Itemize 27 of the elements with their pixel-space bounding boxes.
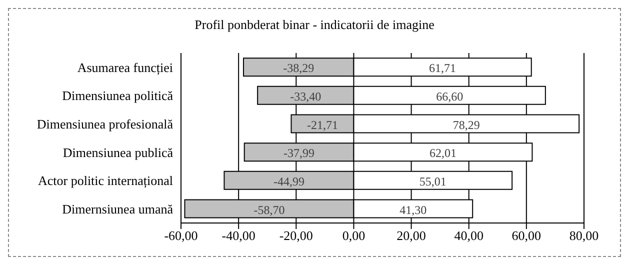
data-label: 41,30 [400,202,427,217]
y-tick-label: Asumarea funcției [77,60,174,75]
data-label: 66,60 [436,89,464,104]
x-tick-label: 60,00 [512,228,542,244]
data-label: 55,01 [419,174,446,188]
chart-title: Profil ponbderat binar - indicatorii de imagine [194,16,436,33]
data-label: -44,99 [273,174,304,188]
y-tick-label: Actor politic internațional [38,173,174,188]
data-label: -38,29 [283,61,314,76]
data-label: 61,71 [429,61,456,76]
y-tick-label: Dimernsiunea umană [62,201,174,216]
x-tick-label: 40,00 [454,228,484,244]
data-label: -58,70 [254,202,285,217]
x-tick-label: -40,00 [222,228,256,244]
x-tick-label: 20,00 [396,228,426,244]
y-tick-label: Dimensiunea profesională [36,116,174,132]
data-label: -37,99 [284,146,315,160]
x-tick-label: 0,00 [342,228,366,244]
y-tick-label: Dimensiunea politică [62,88,174,104]
x-tick-label: -60,00 [164,228,198,244]
data-label: -33,40 [290,89,322,104]
data-label: 78,29 [452,118,480,132]
y-tick-label: Dimensiunea publică [62,144,174,160]
data-label: -21,71 [306,118,338,132]
x-tick-label: 80,00 [569,228,599,244]
x-tick-label: -20,00 [279,228,313,244]
data-label: 62,01 [429,146,456,160]
